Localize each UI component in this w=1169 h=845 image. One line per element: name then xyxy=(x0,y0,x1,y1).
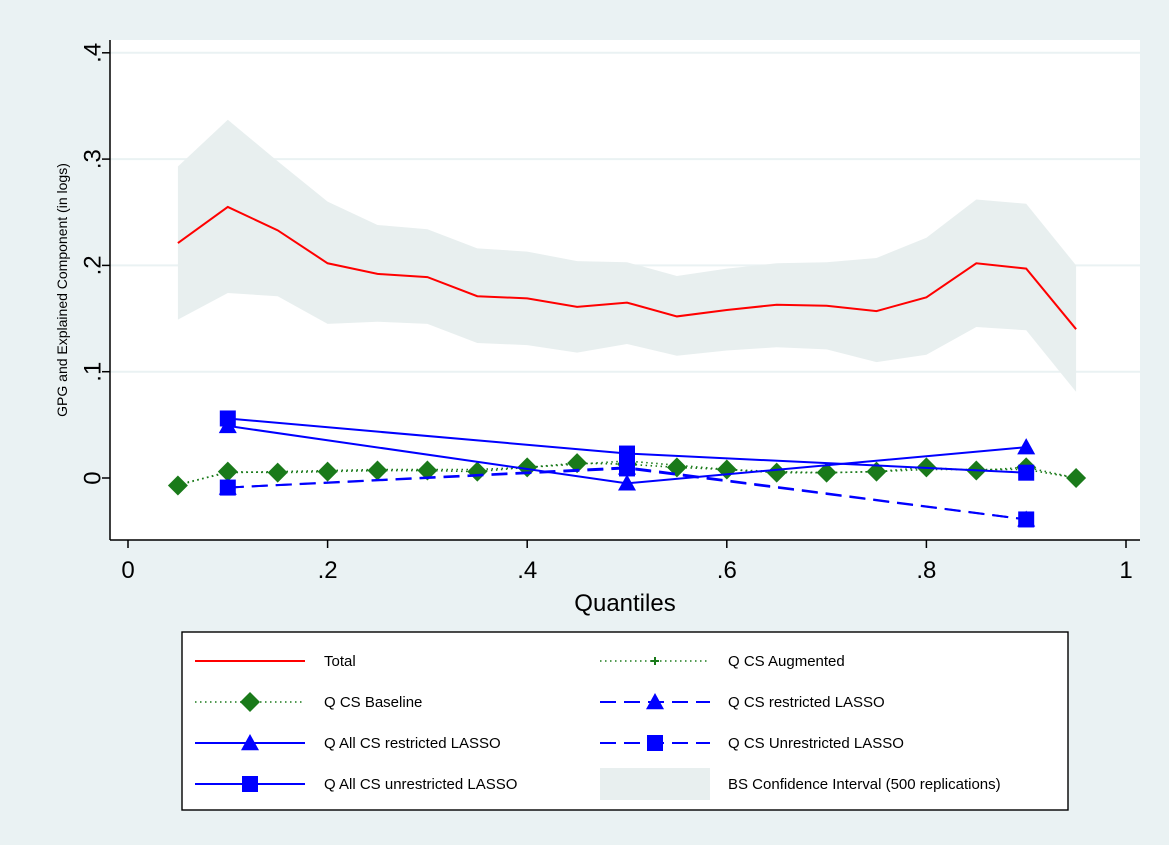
legend-item-q-cs-restricted-lasso: Q CS restricted LASSO xyxy=(600,693,885,711)
x-tick-label: .4 xyxy=(517,557,537,584)
data-point xyxy=(1018,464,1035,481)
legend-marker xyxy=(240,692,260,712)
data-point xyxy=(317,461,338,482)
axes: 0 .2 .4 .6 .8 1 0 .1 .2 .3 .4 xyxy=(79,40,1140,584)
legend-marker xyxy=(646,693,664,710)
data-point xyxy=(1018,511,1035,528)
y-tick-label: .1 xyxy=(79,362,106,382)
series-total xyxy=(177,205,1077,330)
data-point xyxy=(816,462,837,483)
legend-label: Total xyxy=(324,653,356,670)
data-point xyxy=(219,410,236,427)
legend-marker xyxy=(241,734,259,751)
data-point xyxy=(219,479,236,496)
legend-label: Q All CS restricted LASSO xyxy=(324,735,501,752)
data-point xyxy=(766,462,787,483)
legend-label: Q CS Augmented xyxy=(728,653,845,670)
series-line xyxy=(177,205,1077,330)
confidence-band-layer xyxy=(177,119,1077,392)
data-point xyxy=(619,460,635,477)
legend-item-q-cs-baseline: Q CS Baseline xyxy=(195,692,422,712)
x-tick-label: 1 xyxy=(1119,557,1132,584)
y-tick-label: .3 xyxy=(79,149,106,169)
legend-item-q-all-cs-restricted-lasso: Q All CS restricted LASSO xyxy=(195,734,501,752)
legend-item-q-cs-augmented: Q CS Augmented xyxy=(600,653,845,670)
data-point xyxy=(167,475,188,496)
legend-label: Q CS Unrestricted LASSO xyxy=(728,735,904,752)
data-point xyxy=(217,461,238,482)
legend-marker xyxy=(651,657,659,665)
data-point xyxy=(267,462,288,483)
legend: Total Q CS Augmented Q CS Baseline Q CS res… xyxy=(195,653,1001,800)
confidence-band xyxy=(177,119,1077,392)
y-tick-label: 0 xyxy=(79,471,106,484)
legend-item-q-all-cs-unrestricted-lasso: Q All CS unrestricted LASSO xyxy=(195,776,517,793)
data-point xyxy=(1066,468,1087,488)
data-point xyxy=(367,460,388,481)
data-point xyxy=(619,445,635,462)
legend-marker xyxy=(242,776,258,792)
legend-label: BS Confidence Interval (500 replications… xyxy=(728,776,1001,793)
data-point xyxy=(1017,438,1036,455)
legend-band-swatch xyxy=(600,768,710,800)
data-point xyxy=(417,460,438,481)
legend-marker xyxy=(647,735,663,751)
series-layer xyxy=(167,205,1087,528)
y-axis-label: GPG and Explained Component (in logs) xyxy=(54,163,70,417)
x-tick-label: 0 xyxy=(121,557,134,584)
legend-label: Q CS Baseline xyxy=(324,694,422,711)
y-tick-label: .2 xyxy=(79,255,106,275)
data-point xyxy=(567,453,588,474)
x-axis-label: Quantiles xyxy=(574,590,675,617)
y-tick-label: .4 xyxy=(79,43,106,63)
legend-item-bs-confidence-interval-500-replications: BS Confidence Interval (500 replications… xyxy=(600,768,1001,800)
data-point xyxy=(618,474,636,491)
x-tick-label: .6 xyxy=(717,557,737,584)
series-q-all-cs-unrestricted-lasso xyxy=(219,410,1035,481)
x-tick-label: .8 xyxy=(916,557,936,584)
series-q-cs-unrestricted-lasso xyxy=(219,460,1035,528)
legend-label: Q CS restricted LASSO xyxy=(728,694,885,711)
legend-item-total: Total xyxy=(195,653,356,670)
x-tick-label: .2 xyxy=(318,557,338,584)
legend-label: Q All CS unrestricted LASSO xyxy=(324,776,517,793)
legend-item-q-cs-unrestricted-lasso: Q CS Unrestricted LASSO xyxy=(600,735,904,752)
